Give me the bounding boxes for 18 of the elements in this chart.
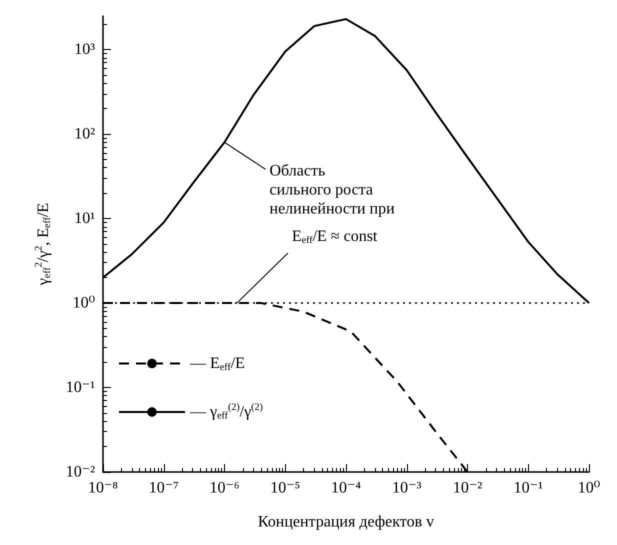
y-axis-title: γeff2/γ2, Eeff/E <box>34 202 53 286</box>
y-tick-label: 10¹ <box>74 210 96 228</box>
x-tick-label: 10⁻⁸ <box>88 480 118 496</box>
x-tick-label: 10⁻⁴ <box>330 480 362 496</box>
x-tick-label: 10⁻¹ <box>514 480 544 496</box>
x-tick-label: 10⁻⁶ <box>209 480 240 496</box>
x-tick-label: 10⁰ <box>578 480 600 496</box>
x-tick-label: 10⁻² <box>452 480 482 496</box>
y-tick-label: 10³ <box>74 41 96 58</box>
x-axis-title: Концентрация дефектов v <box>258 514 434 530</box>
x-tick-label: 10⁻⁵ <box>270 480 300 496</box>
annotation: Область сильного роста нелинейности при <box>270 162 396 218</box>
y-tick-label: 10⁻¹ <box>66 379 96 396</box>
y-tick-label: 10⁰ <box>72 294 95 312</box>
y-tick-label: 10⁻² <box>66 464 96 480</box>
x-tick-label: 10⁻³ <box>392 480 422 496</box>
y-tick-label: 10² <box>74 126 96 143</box>
x-tick-label: 10⁻⁷ <box>148 480 179 496</box>
